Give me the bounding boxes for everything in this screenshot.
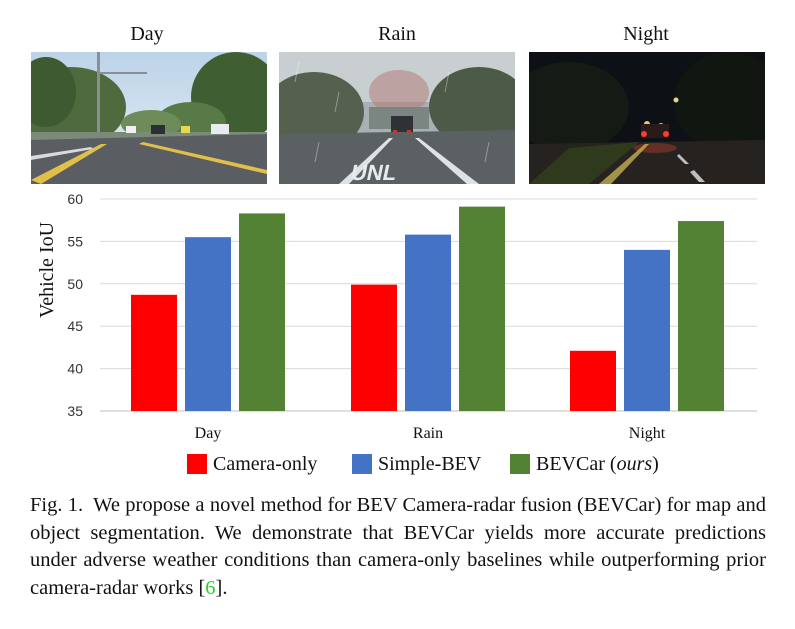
svg-text:UNL: UNL bbox=[349, 160, 399, 184]
bar-camera-only-night bbox=[570, 350, 616, 411]
x-axis-categories: Day Rain Night bbox=[195, 425, 666, 442]
day-scene-image bbox=[31, 52, 267, 184]
chart-legend: Camera-only Simple-BEV BEVCar (ours) bbox=[0, 452, 795, 476]
condition-label-rain: Rain bbox=[378, 23, 416, 45]
y-tick-label: 60 bbox=[67, 191, 83, 207]
bars bbox=[131, 206, 724, 411]
legend-swatch-simple-bev bbox=[352, 454, 372, 474]
y-tick-label: 55 bbox=[67, 233, 83, 249]
y-tick-label: 45 bbox=[67, 318, 83, 334]
caption-text: We propose a novel method for BEV Camera… bbox=[30, 494, 766, 599]
legend-swatch-camera-only bbox=[187, 454, 207, 474]
x-category-label-rain: Rain bbox=[413, 425, 443, 442]
bar-bevcar-rain bbox=[459, 206, 505, 411]
legend-item-camera-only: Camera-only bbox=[187, 452, 317, 476]
bar-bevcar-night bbox=[678, 221, 724, 411]
legend-label-camera-only: Camera-only bbox=[213, 452, 318, 475]
x-category-label-day: Day bbox=[195, 425, 222, 442]
bar-camera-only-rain bbox=[351, 284, 397, 411]
caption-end: ]. bbox=[215, 576, 228, 599]
bar-camera-only-day bbox=[131, 294, 177, 411]
bar-simple-bev-night bbox=[624, 249, 670, 411]
figure-caption: Fig. 1. We propose a novel method for BEV… bbox=[30, 492, 766, 602]
night-scene-image bbox=[529, 52, 765, 184]
x-category-label-night: Night bbox=[629, 425, 666, 442]
y-tick-label: 50 bbox=[67, 276, 83, 292]
y-tick-label: 40 bbox=[67, 361, 83, 377]
legend-label-bevcar-suffix: ours bbox=[616, 452, 653, 475]
condition-label-day: Day bbox=[130, 23, 164, 45]
caption-citation-link[interactable]: 6 bbox=[205, 576, 216, 599]
bar-bevcar-day bbox=[239, 213, 285, 411]
y-axis-ticks: 35 40 45 50 55 60 bbox=[67, 191, 83, 419]
legend-label-bevcar-close: ) bbox=[652, 452, 659, 475]
legend-item-simple-bev: Simple-BEV bbox=[352, 452, 481, 476]
bar-simple-bev-rain bbox=[405, 234, 451, 411]
legend-label-bevcar: BEVCar bbox=[536, 452, 605, 475]
vehicle-iou-bar-chart: 35 40 45 50 55 60 Day Rain Night Vehicle IoU bbox=[36, 191, 757, 442]
legend-item-bevcar: BEVCar (ours) bbox=[510, 452, 659, 476]
condition-label-night: Night bbox=[623, 23, 669, 45]
y-axis-label: Vehicle IoU bbox=[36, 221, 58, 318]
legend-label-simple-bev: Simple-BEV bbox=[378, 452, 482, 475]
caption-figure-label: Fig. 1. bbox=[30, 494, 84, 516]
y-tick-label: 35 bbox=[67, 403, 83, 419]
legend-label-bevcar-open: ( bbox=[604, 452, 617, 475]
rain-scene-image: UNL bbox=[279, 52, 515, 184]
bar-simple-bev-day bbox=[185, 237, 231, 411]
legend-swatch-bevcar bbox=[510, 454, 530, 474]
